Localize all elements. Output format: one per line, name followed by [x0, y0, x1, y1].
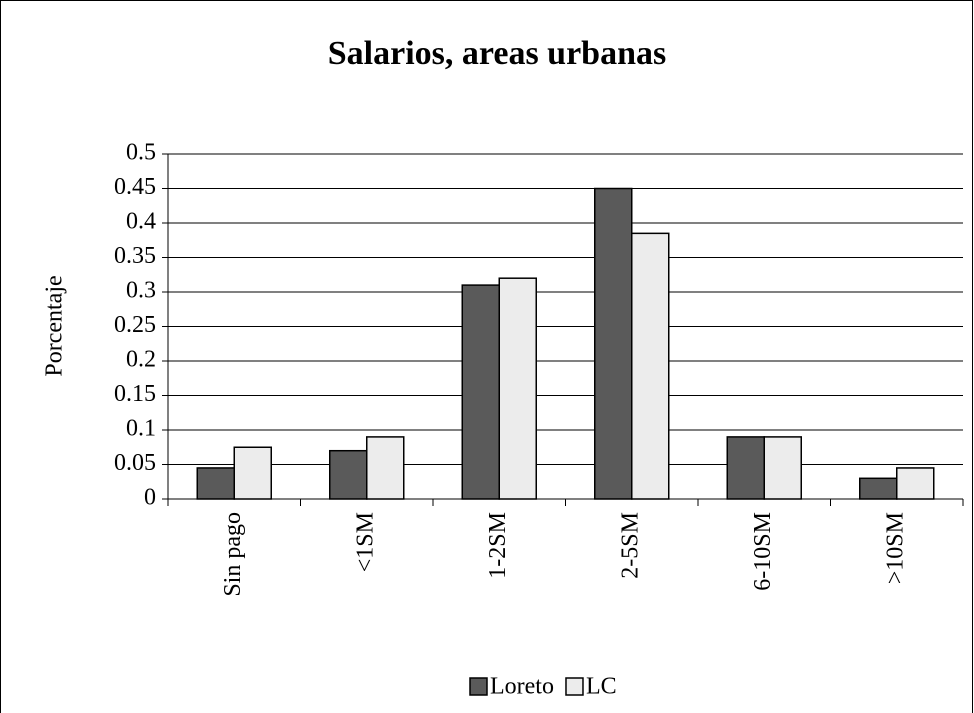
- x-tick-label: Sin pago: [220, 512, 246, 597]
- y-tick-label: 0.1: [126, 416, 156, 442]
- bar: [631, 232, 670, 500]
- legend-label: Loreto: [490, 674, 554, 700]
- bar: [896, 467, 935, 500]
- bar: [763, 436, 802, 500]
- x-tick-label: <1SM: [352, 512, 378, 572]
- y-tick-label: 0.4: [126, 209, 156, 235]
- y-tick-label: 0.35: [114, 243, 156, 269]
- x-tick-label: 2-5SM: [617, 512, 643, 579]
- x-tick-label: 1-2SM: [485, 512, 511, 579]
- bar: [594, 187, 633, 500]
- y-tick-label: 0.05: [114, 450, 156, 476]
- bar: [859, 477, 898, 500]
- legend-swatch: [469, 677, 488, 696]
- y-tick-label: 0.2: [126, 347, 156, 373]
- bar: [233, 446, 272, 500]
- legend-swatch: [565, 677, 584, 696]
- y-tick-label: 0.15: [114, 381, 156, 407]
- x-tick-label: >10SM: [882, 512, 908, 584]
- bar: [366, 436, 405, 500]
- y-tick-label: 0.5: [126, 140, 156, 166]
- y-tick-label: 0.45: [114, 174, 156, 200]
- x-tick-label: 6-10SM: [750, 512, 776, 591]
- y-tick-label: 0.3: [126, 278, 156, 304]
- bar: [726, 436, 765, 500]
- y-tick-label: 0.25: [114, 312, 156, 338]
- y-tick-label: 0: [144, 485, 156, 511]
- bar: [461, 284, 500, 500]
- legend-label: LC: [586, 674, 617, 700]
- chart-title: Salarios, areas urbanas: [328, 35, 666, 72]
- y-axis-label: Porcentaje: [42, 275, 68, 376]
- bar: [498, 277, 537, 500]
- bar: [329, 449, 368, 500]
- bar: [196, 467, 235, 500]
